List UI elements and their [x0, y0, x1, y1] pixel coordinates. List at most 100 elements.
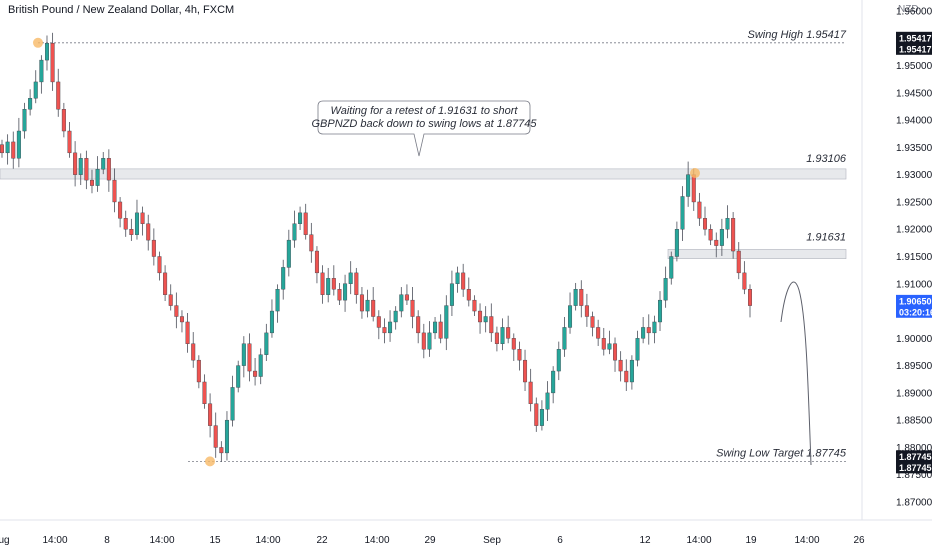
candle-body	[674, 229, 679, 257]
candle	[73, 141, 78, 187]
candle	[607, 330, 612, 355]
y-tick-label: 1.90000	[896, 334, 932, 345]
candle-body	[489, 316, 494, 334]
candle-body	[281, 267, 286, 290]
candle-body	[174, 305, 179, 317]
candle-body	[39, 59, 44, 83]
swing-low-tag-upper-bg	[896, 450, 932, 463]
candle	[78, 153, 83, 186]
candle-body	[382, 327, 387, 334]
current-price-tag-bg	[896, 294, 932, 307]
candle-body	[196, 359, 201, 383]
candle	[168, 284, 173, 311]
swing-low-label: Swing Low Target 1.87745	[716, 447, 847, 459]
candle-body	[703, 218, 708, 230]
candle-body	[573, 289, 578, 306]
candle	[444, 295, 449, 351]
candle	[393, 306, 398, 330]
candle	[579, 280, 584, 318]
candle	[674, 221, 679, 262]
x-tick-label: 14:00	[149, 535, 174, 546]
candle	[404, 284, 409, 306]
candle-body	[286, 239, 291, 268]
candle-body	[371, 299, 376, 317]
candle-body	[596, 327, 601, 339]
y-tick-label: 1.89000	[896, 388, 932, 399]
candle	[652, 315, 657, 344]
y-tick-label: 1.87500	[896, 470, 932, 481]
candle-body	[208, 403, 213, 426]
candle-body	[410, 299, 415, 317]
candle	[84, 150, 89, 190]
candle-body	[646, 327, 651, 334]
candle	[388, 310, 393, 342]
candle	[613, 337, 618, 372]
candle	[523, 349, 528, 391]
x-tick-label: 26	[853, 535, 865, 546]
swing-high-tag-upper-bg	[896, 31, 932, 44]
y-tick-label: 1.91500	[896, 252, 932, 263]
candle	[551, 366, 556, 404]
candle-body	[314, 250, 319, 274]
candle-body	[61, 108, 66, 132]
candle	[635, 330, 640, 367]
candle	[618, 351, 623, 382]
candle-body	[444, 305, 449, 339]
candle	[568, 292, 573, 334]
candle-body	[354, 272, 359, 295]
candle	[742, 261, 747, 295]
candle-body	[629, 359, 634, 383]
candle	[320, 265, 325, 304]
x-tick-label: 14:00	[42, 535, 67, 546]
candle-body	[44, 42, 49, 61]
candle-body	[494, 332, 499, 344]
candle-body	[157, 256, 162, 274]
candle	[697, 192, 702, 226]
candle	[253, 357, 258, 386]
candle	[241, 336, 246, 378]
candle	[359, 287, 364, 319]
candle-body	[478, 310, 483, 323]
candle-body	[506, 327, 511, 339]
candle-body	[343, 283, 348, 301]
candle	[506, 315, 511, 344]
candle-body	[663, 278, 668, 301]
current-price-tag-text: 1.90650	[899, 296, 932, 306]
candle-body	[16, 130, 21, 159]
candle	[427, 321, 432, 357]
candle-body	[191, 343, 196, 361]
candle-body	[472, 299, 477, 312]
x-tick-label: 14:00	[255, 535, 280, 546]
candle	[461, 263, 466, 297]
candle-body	[320, 272, 325, 295]
currency-label: NZD	[898, 4, 919, 15]
candle	[376, 310, 381, 340]
candle-body	[449, 283, 454, 306]
candle-body	[719, 229, 724, 246]
candle	[365, 289, 370, 318]
candle	[39, 55, 44, 94]
candle-body	[118, 201, 123, 219]
candle-body	[123, 218, 128, 230]
candle	[281, 259, 286, 300]
resistance-label: 1.93106	[806, 153, 847, 165]
candle-body	[635, 338, 640, 361]
candle-body	[607, 343, 612, 350]
chart-title: British Pound / New Zealand Dollar, 4h, …	[8, 4, 235, 16]
swing-high-tag-lower-text: 1.95417	[899, 44, 932, 54]
candle-body	[601, 338, 606, 350]
candle	[236, 360, 241, 393]
candle-body	[500, 327, 505, 344]
candle-body	[455, 272, 460, 284]
candle	[348, 261, 353, 295]
candle	[275, 284, 280, 323]
candle-body	[461, 272, 466, 290]
candle-body	[298, 212, 303, 224]
y-tick-label: 1.88500	[896, 416, 932, 427]
countdown-tag-text: 03:20:16	[899, 307, 932, 317]
candle-body	[624, 370, 629, 383]
y-tick-label: 1.87000	[896, 498, 932, 509]
candle	[44, 35, 49, 71]
candle-body	[213, 425, 218, 448]
